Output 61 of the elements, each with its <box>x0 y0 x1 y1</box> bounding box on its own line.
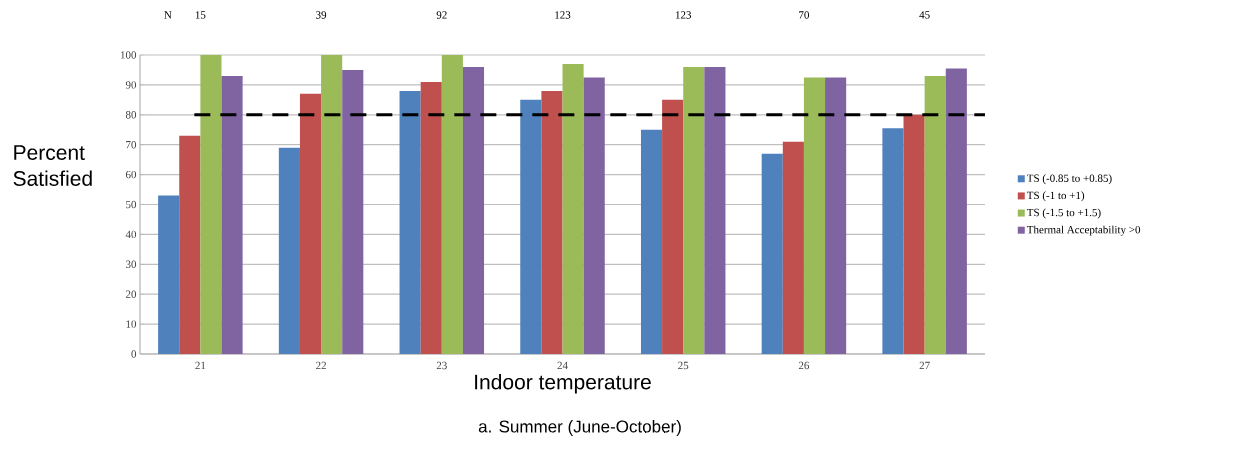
y-tick-label: 100 <box>120 51 137 59</box>
legend-label: TS (-0.85 to +0.85) <box>1026 174 1112 185</box>
y-axis-title: Percent Satisfied <box>13 145 92 186</box>
bar <box>924 75 946 354</box>
y-tick-label: 70 <box>126 140 137 149</box>
bar <box>200 55 222 354</box>
y-tick-label: 20 <box>125 290 137 298</box>
bar <box>342 69 364 354</box>
x-tick-label: 26 <box>798 361 810 370</box>
text: 92 <box>436 11 447 19</box>
x-axis-title: Indoor temperature <box>475 374 651 394</box>
bar <box>158 195 180 354</box>
bar <box>583 77 605 354</box>
text: N <box>164 11 172 19</box>
y-tick-label: 40 <box>125 230 137 239</box>
bar <box>945 68 967 354</box>
legend-label: Thermal Acceptability >0 <box>1026 225 1141 236</box>
y-tick-label: 10 <box>126 320 137 328</box>
bar <box>562 63 584 354</box>
bar <box>420 81 442 354</box>
bar <box>662 99 684 354</box>
legend-label: TS (-1.5 to +1.5) <box>1026 208 1101 219</box>
bar <box>825 77 847 354</box>
text: 15 <box>195 11 206 19</box>
y-tick-label: 90 <box>125 81 137 89</box>
y-tick-label: 50 <box>126 200 137 209</box>
text: 45 <box>919 11 930 19</box>
y-tick-label: 30 <box>126 260 137 268</box>
text: 39 <box>316 11 327 19</box>
legend-label: TS (-1 to +1) <box>1026 191 1085 202</box>
bar <box>278 147 300 354</box>
x-tick-label: 21 <box>195 361 206 370</box>
y-tick-label: 80 <box>125 111 137 119</box>
x-tick-label: 27 <box>919 361 930 370</box>
bar <box>903 114 925 354</box>
y-tick-label: 0 <box>131 350 137 358</box>
text: 123 <box>675 11 692 19</box>
bar <box>683 66 705 354</box>
bar <box>462 66 485 354</box>
bar <box>321 55 343 354</box>
bar <box>761 153 783 354</box>
bar <box>640 129 663 354</box>
text: 70 <box>799 11 810 19</box>
bar <box>541 90 563 354</box>
bar <box>179 135 201 354</box>
bar <box>441 55 463 354</box>
bar <box>882 128 904 354</box>
x-tick-label: 22 <box>316 361 326 370</box>
bar <box>803 77 826 354</box>
x-tick-label: 25 <box>678 361 689 370</box>
text: 123 <box>555 11 571 19</box>
x-tick-label: 24 <box>557 361 568 370</box>
bar <box>782 141 804 354</box>
y-tick-label: 60 <box>125 170 137 179</box>
bar <box>399 90 421 354</box>
bar <box>520 99 542 354</box>
bar <box>221 75 243 354</box>
text: a. Summer (June-October) <box>478 420 681 436</box>
bar <box>704 66 726 354</box>
x-tick-label: 23 <box>436 361 447 370</box>
bar <box>299 93 322 354</box>
